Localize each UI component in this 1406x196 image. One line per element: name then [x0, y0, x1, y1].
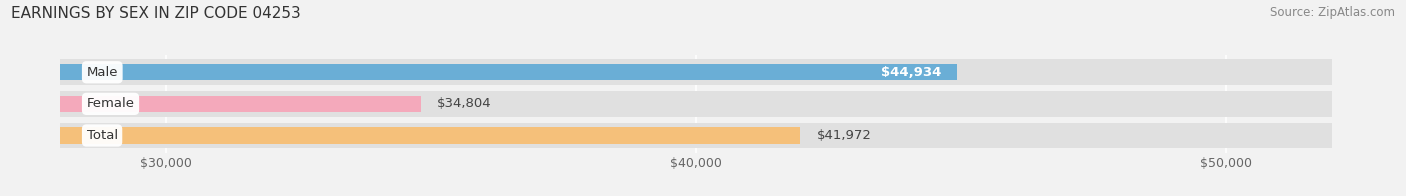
- Text: Total: Total: [87, 129, 118, 142]
- Bar: [60, 64, 957, 81]
- Bar: [60, 96, 420, 112]
- Bar: [60, 127, 800, 144]
- Text: Female: Female: [87, 97, 135, 110]
- Bar: [60, 91, 1331, 117]
- Text: $41,972: $41,972: [817, 129, 872, 142]
- Text: Source: ZipAtlas.com: Source: ZipAtlas.com: [1270, 6, 1395, 19]
- Bar: [60, 122, 1331, 148]
- Text: $44,934: $44,934: [882, 66, 942, 79]
- Bar: [60, 59, 1331, 85]
- Text: EARNINGS BY SEX IN ZIP CODE 04253: EARNINGS BY SEX IN ZIP CODE 04253: [11, 6, 301, 21]
- Text: Male: Male: [87, 66, 118, 79]
- Text: $34,804: $34,804: [436, 97, 491, 110]
